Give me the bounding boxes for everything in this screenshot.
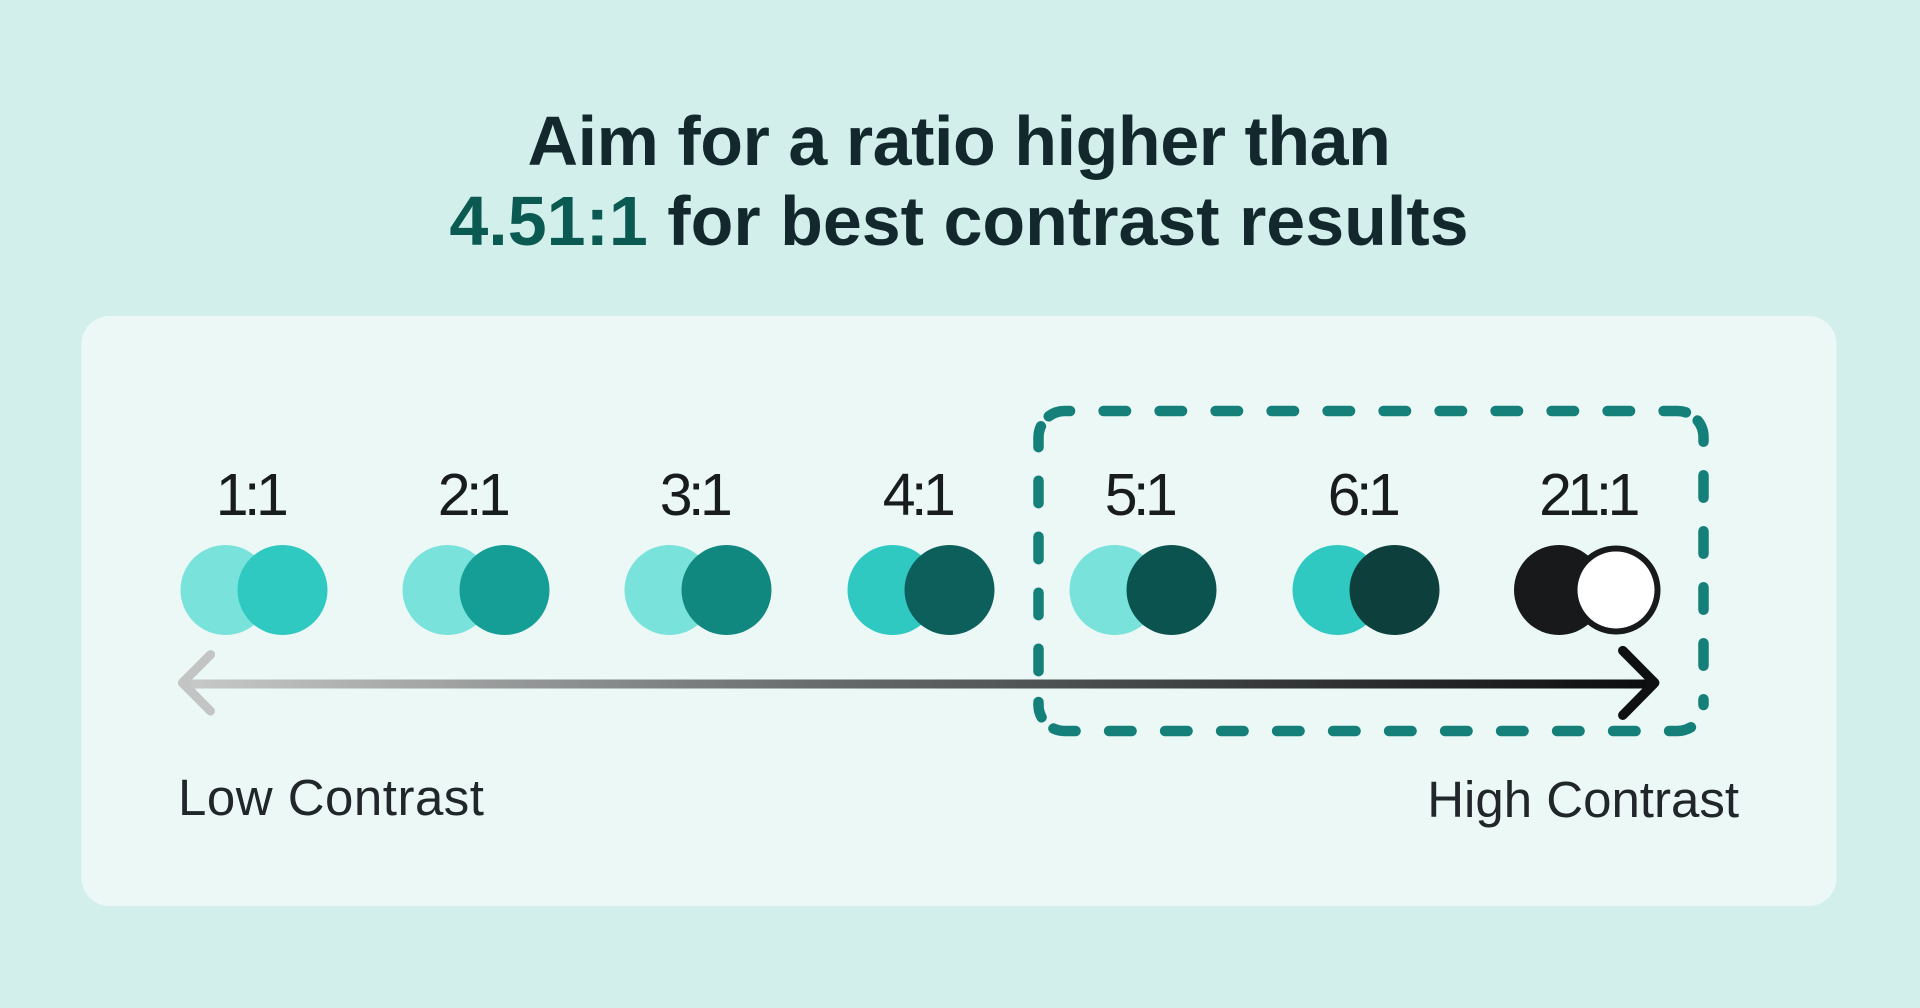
svg-text:High Contrast: High Contrast (1427, 771, 1739, 828)
svg-text:4:1: 4:1 (883, 462, 953, 528)
svg-text:4.51:1 for best contrast resul: 4.51:1 for best contrast results (449, 182, 1468, 260)
svg-text:5:1: 5:1 (1105, 462, 1175, 528)
svg-text:3:1: 3:1 (660, 462, 730, 528)
svg-text:Low Contrast: Low Contrast (178, 769, 484, 826)
svg-text:6:1: 6:1 (1328, 462, 1398, 528)
svg-text:21:1: 21:1 (1539, 462, 1638, 528)
svg-text:1:1: 1:1 (216, 462, 286, 528)
svg-text:2:1: 2:1 (438, 462, 508, 528)
svg-text:Aim for a ratio higher than: Aim for a ratio higher than (528, 102, 1391, 180)
